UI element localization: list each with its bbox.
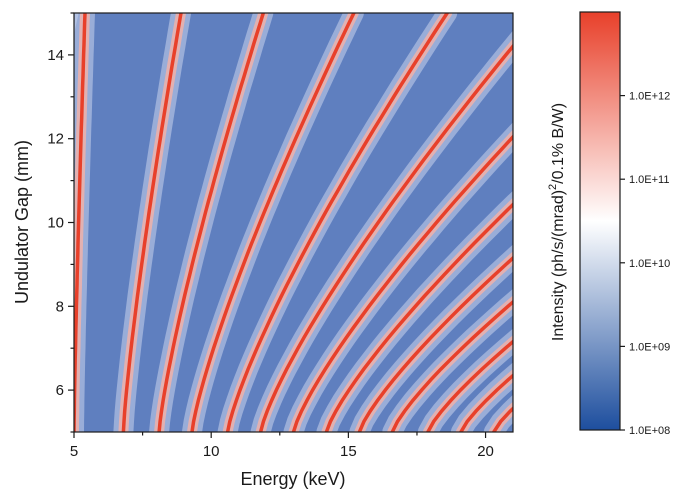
y-axis-label: Undulator Gap (mm) [12, 140, 32, 304]
colorbar-tick-label: 1.0E+09 [629, 341, 670, 353]
colorbar-label-superscript: 2 [547, 184, 559, 190]
harmonic-bands [74, 13, 513, 432]
colorbar-tick-label: 1.0E+12 [629, 91, 670, 103]
colorbar-label: Intensity (ph/s/(mrad)2/0.1% B/W) [547, 103, 567, 341]
band-11 [225, 13, 449, 432]
band-13 [258, 43, 513, 432]
band-23 [426, 339, 513, 432]
band-9 [190, 13, 356, 432]
colorbar-tick-label: 1.0E+11 [629, 174, 669, 186]
x-axis-label: Energy (keV) [240, 469, 345, 489]
colorbar-ticks: 1.0E+08 1.0E+09 1.0E+10 1.0E+11 1.0E+12 [620, 91, 670, 437]
band-21 [390, 299, 513, 432]
colorbar: 1.0E+08 1.0E+09 1.0E+10 1.0E+11 1.0E+12 Inte… [547, 11, 670, 437]
band-15 [291, 134, 513, 432]
colorbar-tick-label: 1.0E+10 [629, 258, 670, 270]
y-tick-label: 12 [47, 131, 64, 148]
band-3 [74, 13, 87, 432]
colorbar-bar [580, 12, 620, 430]
y-tick-label: 8 [56, 298, 64, 315]
x-tick-label: 5 [70, 443, 78, 460]
plot-area [73, 12, 514, 433]
x-tick-label: 20 [477, 443, 494, 460]
colorbar-label-main: Intensity (ph/s/(mrad) [550, 190, 567, 341]
colorbar-tick-label: 1.0E+08 [629, 425, 670, 437]
y-axis-ticks: 6 8 10 12 14 [47, 12, 74, 433]
x-tick-label: 10 [203, 443, 220, 460]
band-17 [324, 202, 513, 432]
band-5 [121, 13, 183, 432]
y-tick-label: 6 [56, 382, 64, 399]
band-19 [357, 255, 513, 432]
x-tick-label: 15 [340, 443, 357, 460]
y-tick-label: 14 [47, 47, 64, 64]
band-7 [157, 13, 266, 432]
x-axis-ticks: 5 10 15 20 [70, 432, 494, 460]
colorbar-label-tail: /0.1% B/W) [550, 103, 567, 184]
y-tick-label: 10 [47, 215, 64, 232]
colorbar-frame [579, 11, 621, 431]
